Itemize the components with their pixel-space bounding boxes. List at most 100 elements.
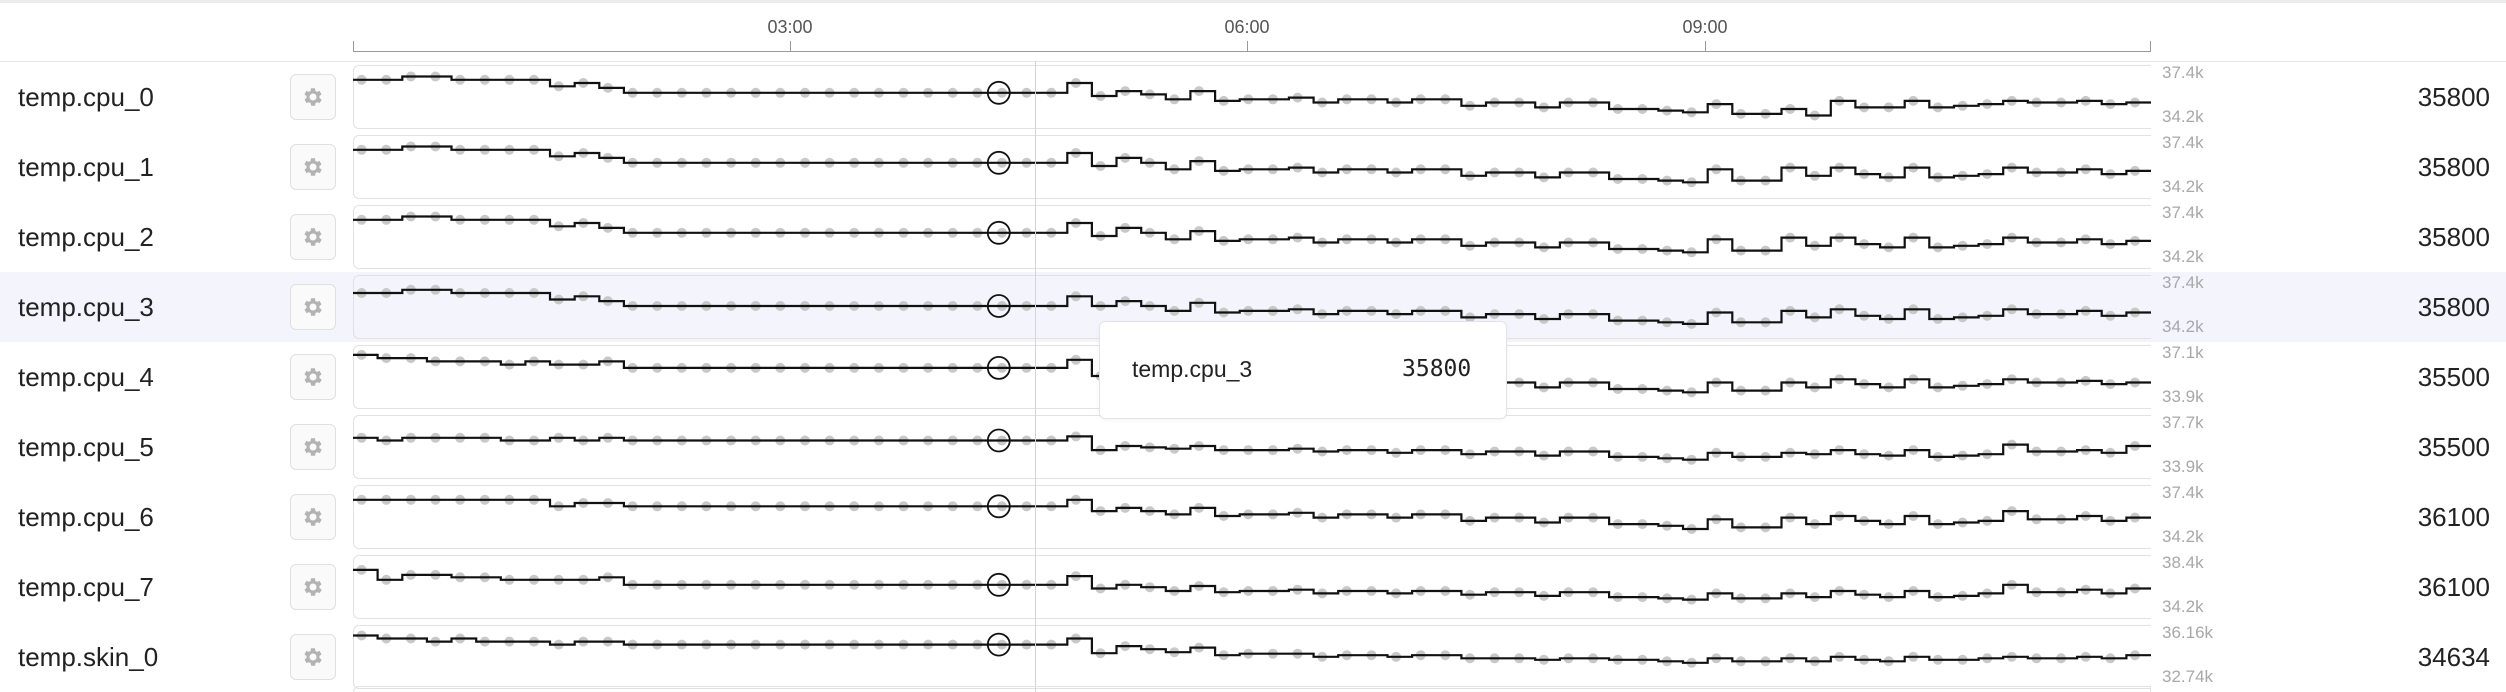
- metric-current-value: 35800: [2417, 292, 2490, 322]
- y-axis-min-label: 33.9k: [2162, 387, 2204, 406]
- cursor-marker: [986, 572, 1011, 597]
- cursor-marker: [986, 428, 1011, 453]
- sparkline-step-line: [353, 568, 2151, 601]
- metric-settings-button[interactable]: [290, 354, 336, 400]
- metric-sparkline[interactable]: [353, 412, 2151, 482]
- y-axis-min-label: 33.9k: [2162, 457, 2204, 476]
- metric-row[interactable]: temp.cpu_3 37.4k 34.2k 35800: [0, 272, 2506, 342]
- y-axis-min-label: 34.2k: [2162, 527, 2204, 546]
- time-axis-line: [353, 51, 2151, 52]
- gear-icon: [301, 645, 325, 669]
- time-axis-start-tick: [353, 41, 354, 51]
- cursor-line: [1035, 61, 1036, 692]
- metric-current-value: 35500: [2417, 362, 2490, 392]
- metric-settings-button[interactable]: [290, 284, 336, 330]
- metric-name: temp.cpu_2: [18, 222, 154, 252]
- metric-sparkline[interactable]: [353, 132, 2151, 202]
- metric-settings-button[interactable]: [290, 494, 336, 540]
- cursor-marker: [986, 355, 1011, 380]
- metric-row[interactable]: temp.cpu_2 37.4k 34.2k 35800: [0, 202, 2506, 272]
- metric-row[interactable]: temp.cpu_6 37.4k 34.2k 36100: [0, 482, 2506, 552]
- sparkline-step-line: [353, 145, 2151, 184]
- time-axis-tick: [1705, 41, 1706, 51]
- sparkline-step-line: [353, 75, 2151, 117]
- sparkline-step-line: [353, 288, 2151, 325]
- gear-icon: [301, 155, 325, 179]
- metric-name: temp.cpu_1: [18, 152, 154, 182]
- cursor-marker: [986, 632, 1011, 657]
- y-axis-min-label: 34.2k: [2162, 247, 2204, 266]
- y-axis-max-label: 37.1k: [2162, 343, 2204, 362]
- y-axis-max-label: 37.4k: [2162, 63, 2204, 82]
- time-axis: 03:00 06:00 09:00: [0, 3, 2506, 62]
- gear-icon: [301, 435, 325, 459]
- metric-sparkline[interactable]: [353, 202, 2151, 272]
- cursor-marker: [986, 494, 1011, 519]
- sparkline-frame: [353, 555, 2151, 619]
- metric-name: temp.cpu_7: [18, 572, 154, 602]
- time-axis-end-tick: [2150, 41, 2151, 51]
- metric-name: temp.cpu_3: [18, 292, 154, 322]
- next-row-plot-edge: [353, 686, 2151, 692]
- top-border: [0, 0, 2506, 3]
- y-axis-min-label: 32.74k: [2162, 667, 2214, 686]
- metric-settings-button[interactable]: [290, 634, 336, 680]
- sparkline-frame: [353, 625, 2151, 689]
- y-axis-max-label: 37.7k: [2162, 413, 2204, 432]
- metric-row[interactable]: temp.cpu_7 38.4k 34.2k 36100: [0, 552, 2506, 622]
- metric-current-value: 35500: [2417, 432, 2490, 462]
- metric-settings-button[interactable]: [290, 144, 336, 190]
- cursor-marker: [986, 294, 1011, 318]
- metric-settings-button[interactable]: [290, 214, 336, 260]
- metric-row[interactable]: temp.skin_0 36.16k 32.74k 34634: [0, 622, 2506, 692]
- metric-current-value: 35800: [2417, 82, 2490, 112]
- sparkline-step-line: [353, 634, 2151, 664]
- time-axis-tick-label: 03:00: [767, 17, 813, 37]
- sparkline-frame: [353, 205, 2151, 269]
- sparkline-step-line: [353, 215, 2151, 254]
- gear-icon: [301, 365, 325, 389]
- metric-sparkline[interactable]: [353, 482, 2151, 552]
- metric-sparkline[interactable]: [353, 62, 2151, 132]
- gear-icon: [301, 85, 325, 109]
- metric-settings-button[interactable]: [290, 564, 336, 610]
- gear-icon: [301, 295, 325, 319]
- metric-sparkline[interactable]: [353, 622, 2151, 692]
- y-axis-max-label: 38.4k: [2162, 553, 2204, 572]
- y-axis-min-label: 34.2k: [2162, 107, 2204, 126]
- cursor-marker: [986, 150, 1011, 175]
- sparkline-step-line: [353, 435, 2151, 461]
- gear-icon: [301, 225, 325, 249]
- y-axis-min-label: 34.2k: [2162, 317, 2204, 336]
- y-axis-max-label: 37.4k: [2162, 273, 2204, 292]
- gear-icon: [301, 575, 325, 599]
- cursor-marker: [986, 80, 1011, 105]
- metric-settings-button[interactable]: [290, 424, 336, 470]
- time-axis-tick: [790, 41, 791, 51]
- metric-row[interactable]: temp.cpu_0 37.4k 34.2k 35800: [0, 62, 2506, 132]
- metric-sparkline[interactable]: [353, 552, 2151, 622]
- metric-settings-button[interactable]: [290, 74, 336, 120]
- metric-name: temp.cpu_5: [18, 432, 154, 462]
- metric-row[interactable]: temp.cpu_5 37.7k 33.9k 35500: [0, 412, 2506, 482]
- y-axis-max-label: 37.4k: [2162, 203, 2204, 222]
- y-axis-max-label: 37.4k: [2162, 483, 2204, 502]
- gear-icon: [301, 505, 325, 529]
- metric-row[interactable]: temp.cpu_1 37.4k 34.2k 35800: [0, 132, 2506, 202]
- time-axis-tick: [1247, 41, 1248, 51]
- time-axis-tick-label: 06:00: [1224, 17, 1270, 37]
- metric-name: temp.cpu_4: [18, 362, 154, 392]
- metric-sparkline[interactable]: [353, 272, 2151, 342]
- time-axis-tick-label: 09:00: [1682, 17, 1728, 37]
- sparkline-frame: [353, 485, 2151, 549]
- metric-current-value: 35800: [2417, 222, 2490, 252]
- tooltip-series-value: 35800: [1402, 356, 1472, 382]
- metric-name: temp.skin_0: [18, 642, 159, 672]
- sparkline-frame: [353, 135, 2151, 199]
- sparkline-frame: [353, 65, 2151, 129]
- cursor-marker: [986, 220, 1011, 245]
- metric-row[interactable]: temp.cpu_4 37.1k 33.9k 35500: [0, 342, 2506, 412]
- y-axis-max-label: 37.4k: [2162, 133, 2204, 152]
- y-axis-max-label: 36.16k: [2162, 623, 2214, 642]
